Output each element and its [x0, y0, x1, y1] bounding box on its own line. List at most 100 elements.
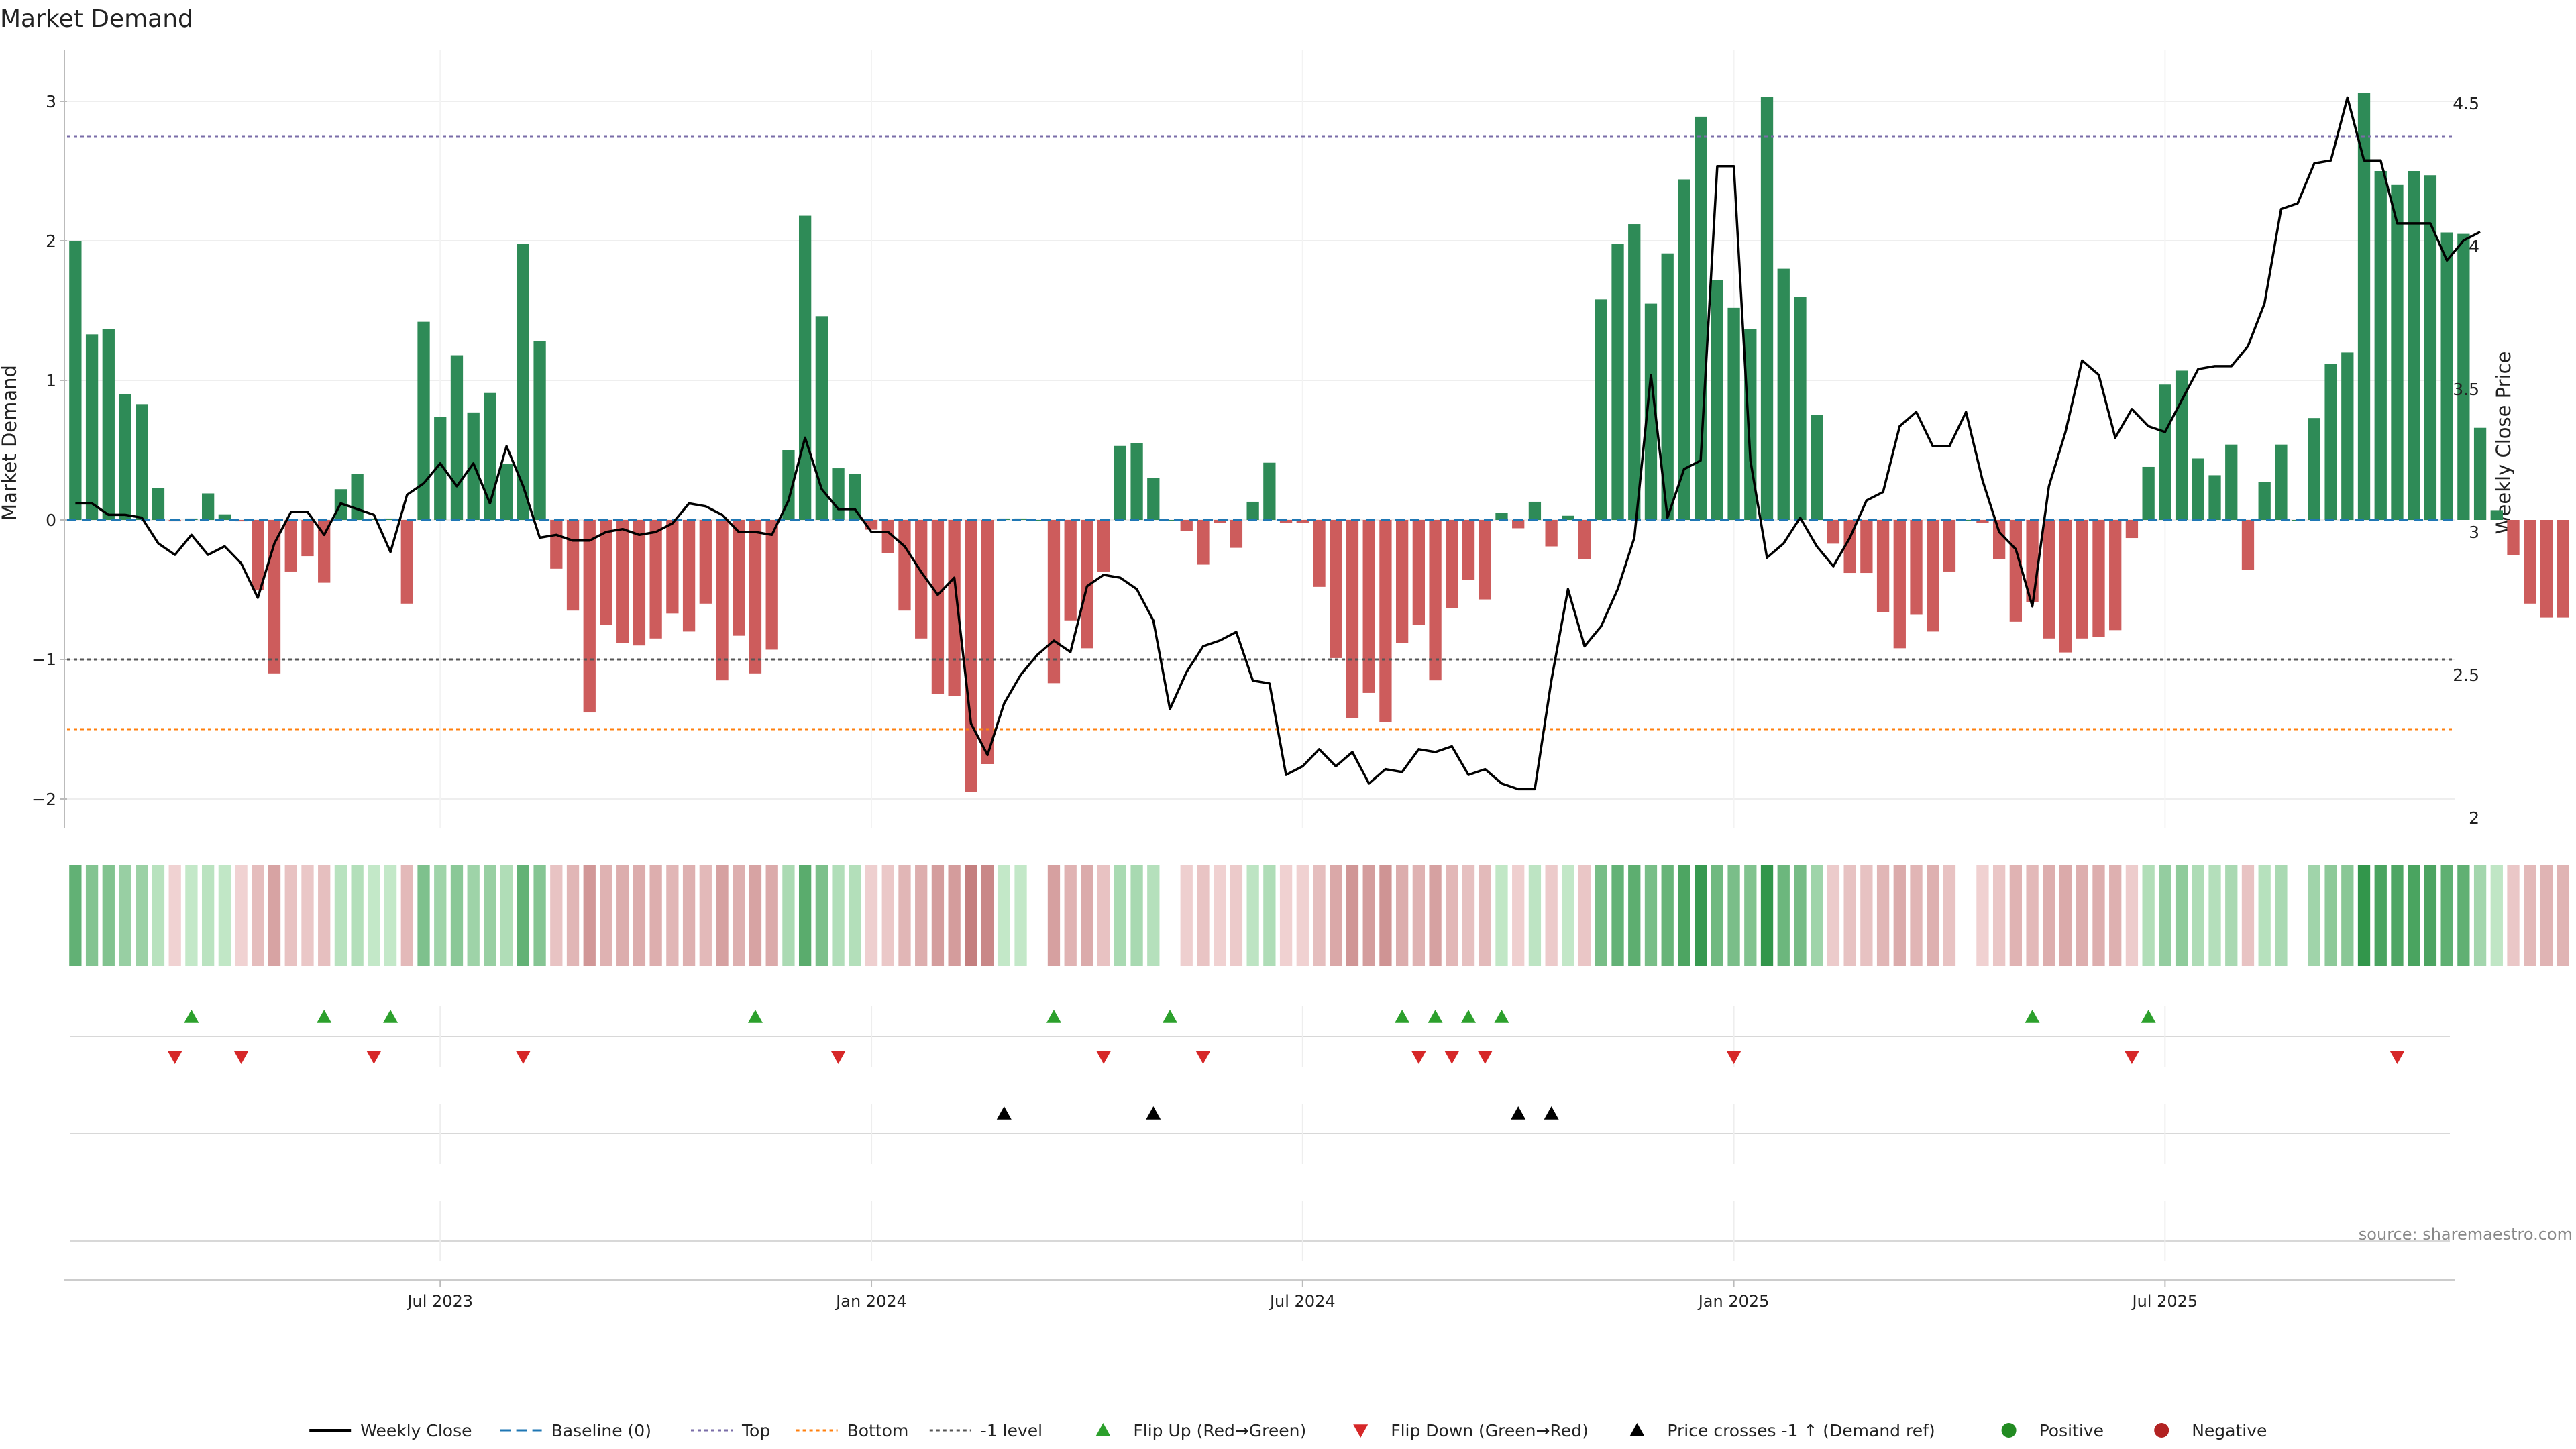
heat-cell	[85, 865, 99, 966]
heat-cell	[2125, 865, 2139, 966]
demand-heat-strip	[69, 865, 2569, 966]
demand-bar	[2507, 520, 2520, 555]
heat-cell	[1114, 865, 1127, 966]
demand-bar	[1943, 520, 1956, 572]
demand-bar	[2241, 520, 2255, 570]
heat-cell	[1644, 865, 1658, 966]
heat-cell	[268, 865, 281, 966]
heat-cell	[865, 865, 878, 966]
event-marker-up	[1544, 1106, 1559, 1120]
chart-title: Market Demand	[0, 5, 193, 33]
demand-bar	[2275, 444, 2288, 520]
legend-label: Flip Down (Green→Red)	[1391, 1421, 1589, 1440]
heat-cell	[450, 865, 464, 966]
heat-cell	[235, 865, 248, 966]
legend-label: Weekly Close	[360, 1421, 472, 1440]
event-marker-down	[2390, 1051, 2405, 1064]
heat-cell	[1528, 865, 1542, 966]
event-marker-down	[1726, 1051, 1741, 1064]
legend-label: Top	[741, 1421, 770, 1440]
y-tick-label-right: 2.5	[2453, 665, 2479, 685]
demand-bar	[1927, 520, 1939, 632]
demand-bar	[1279, 520, 1293, 523]
y-tick-label-right: 3.5	[2453, 380, 2479, 399]
heat-cell	[616, 865, 629, 966]
event-rows	[70, 1006, 2450, 1261]
heat-cell	[1811, 865, 1823, 966]
heat-cell	[2424, 865, 2437, 966]
heat-cell	[1230, 865, 1243, 966]
event-marker-up	[317, 1010, 332, 1023]
legend-item: Top	[691, 1421, 770, 1440]
heat-cell	[1462, 865, 1475, 966]
heat-cell	[2440, 865, 2453, 966]
x-tick-label: Jul 2025	[2131, 1292, 2198, 1311]
event-marker-down	[1096, 1051, 1112, 1064]
heat-cell	[2490, 865, 2503, 966]
demand-bar	[666, 520, 679, 614]
heat-cell	[2175, 865, 2188, 966]
heat-cell	[1727, 865, 1740, 966]
event-marker-up	[1428, 1010, 1443, 1023]
demand-bar	[1147, 478, 1160, 520]
demand-bar	[782, 450, 795, 520]
heat-cell	[2009, 865, 2023, 966]
demand-bar	[2208, 475, 2221, 520]
demand-bar	[1313, 520, 1326, 587]
y-tick-label-left: 0	[46, 511, 56, 530]
weekly-close-line	[75, 96, 2481, 791]
legend-label: Flip Up (Red→Green)	[1133, 1421, 1306, 1440]
demand-bar	[1711, 280, 1724, 520]
heat-cell	[417, 865, 430, 966]
demand-bar	[2092, 520, 2105, 637]
demand-bar	[1811, 415, 1823, 520]
heat-cell	[1246, 865, 1259, 966]
heat-cell	[1827, 865, 1840, 966]
heat-cell	[1429, 865, 1442, 966]
demand-bar	[550, 520, 563, 569]
heat-cell	[566, 865, 580, 966]
heat-cell	[798, 865, 812, 966]
heat-cell	[1976, 865, 1989, 966]
legend-item: -1 level	[929, 1421, 1042, 1440]
heat-cell	[1097, 865, 1110, 966]
demand-bar	[948, 520, 961, 696]
heat-cell	[1047, 865, 1061, 966]
demand-bar	[2408, 171, 2420, 520]
heat-cell	[1180, 865, 1193, 966]
heat-cell	[1711, 865, 1724, 966]
heat-cell	[284, 865, 297, 966]
demand-bar	[981, 520, 994, 764]
heat-cell	[898, 865, 911, 966]
legend-label: Price crosses -1 ↑ (Demand ref)	[1667, 1421, 1935, 1440]
heat-cell	[2076, 865, 2088, 966]
demand-bar	[201, 493, 215, 520]
heat-cell	[981, 865, 994, 966]
legend-item: Negative	[2154, 1421, 2267, 1440]
demand-bar	[1893, 520, 1906, 649]
event-marker-up	[2141, 1010, 2156, 1023]
demand-bar	[2490, 510, 2503, 520]
demand-bar	[815, 316, 828, 520]
demand-bar	[69, 241, 82, 520]
heat-cell	[765, 865, 778, 966]
legend-label: Negative	[2192, 1421, 2267, 1440]
heat-cell	[533, 865, 546, 966]
heat-cell	[517, 865, 530, 966]
demand-bar	[1644, 303, 1658, 520]
demand-bar	[434, 417, 447, 520]
heat-cell	[2059, 865, 2072, 966]
heat-cell	[1992, 865, 2006, 966]
heat-cell	[168, 865, 181, 966]
heat-cell	[1512, 865, 1525, 966]
demand-bar	[2524, 520, 2536, 604]
heat-cell	[1495, 865, 1508, 966]
demand-bar	[2557, 520, 2569, 618]
demand-bar	[152, 488, 165, 520]
heat-cell	[2258, 865, 2271, 966]
demand-bar	[633, 520, 646, 646]
demand-bar	[1097, 520, 1110, 572]
demand-bar	[2457, 233, 2470, 520]
demand-bar	[2159, 384, 2171, 520]
heat-cell	[1362, 865, 1375, 966]
